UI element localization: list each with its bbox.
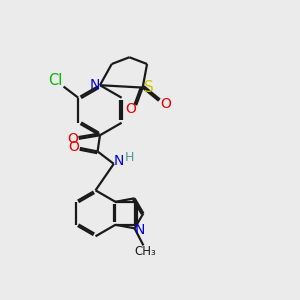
Text: O: O	[125, 102, 136, 116]
Text: O: O	[67, 132, 78, 146]
Text: Cl: Cl	[48, 73, 62, 88]
Text: CH₃: CH₃	[134, 245, 156, 258]
Text: H: H	[124, 152, 134, 164]
Text: N: N	[135, 223, 145, 237]
Text: S: S	[144, 80, 154, 95]
Text: N: N	[114, 154, 124, 169]
Text: N: N	[89, 78, 100, 92]
Text: O: O	[160, 98, 171, 111]
Text: O: O	[68, 140, 79, 154]
